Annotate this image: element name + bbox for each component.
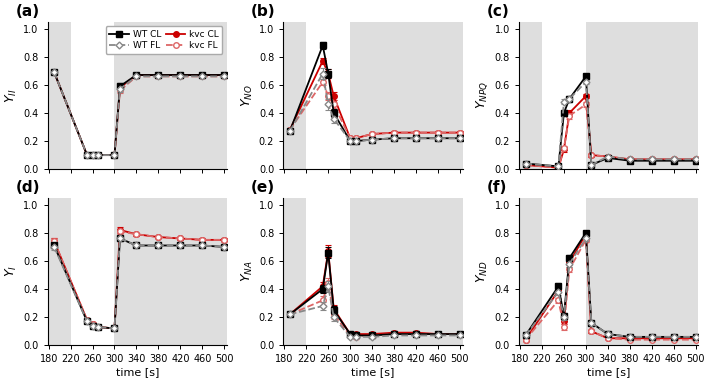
Text: (d): (d) (16, 180, 40, 195)
Text: (a): (a) (16, 3, 40, 19)
Legend: WT CL, WT FL, kvc CL, kvc FL: WT CL, WT FL, kvc CL, kvc FL (106, 26, 223, 54)
Bar (306, 198, 350, 345)
X-axis label: time [s]: time [s] (587, 367, 630, 377)
Y-axis label: $Y_I$: $Y_I$ (4, 266, 19, 277)
X-axis label: time [s]: time [s] (116, 367, 159, 377)
Bar (71, 198, 114, 345)
Bar (542, 22, 586, 169)
X-axis label: time [s]: time [s] (351, 367, 395, 377)
Y-axis label: $Y_{II}$: $Y_{II}$ (4, 88, 19, 102)
Bar (71, 22, 114, 169)
Bar (306, 22, 350, 169)
Y-axis label: $Y_{NA}$: $Y_{NA}$ (240, 261, 255, 282)
Text: (c): (c) (486, 3, 509, 19)
Text: (f): (f) (486, 180, 507, 195)
Text: (b): (b) (251, 3, 276, 19)
Y-axis label: $Y_{NO}$: $Y_{NO}$ (240, 84, 255, 107)
Text: (e): (e) (251, 180, 275, 195)
Y-axis label: $Y_{ND}$: $Y_{ND}$ (475, 260, 491, 283)
Bar (542, 198, 586, 345)
Y-axis label: $Y_{NPQ}$: $Y_{NPQ}$ (474, 82, 491, 109)
